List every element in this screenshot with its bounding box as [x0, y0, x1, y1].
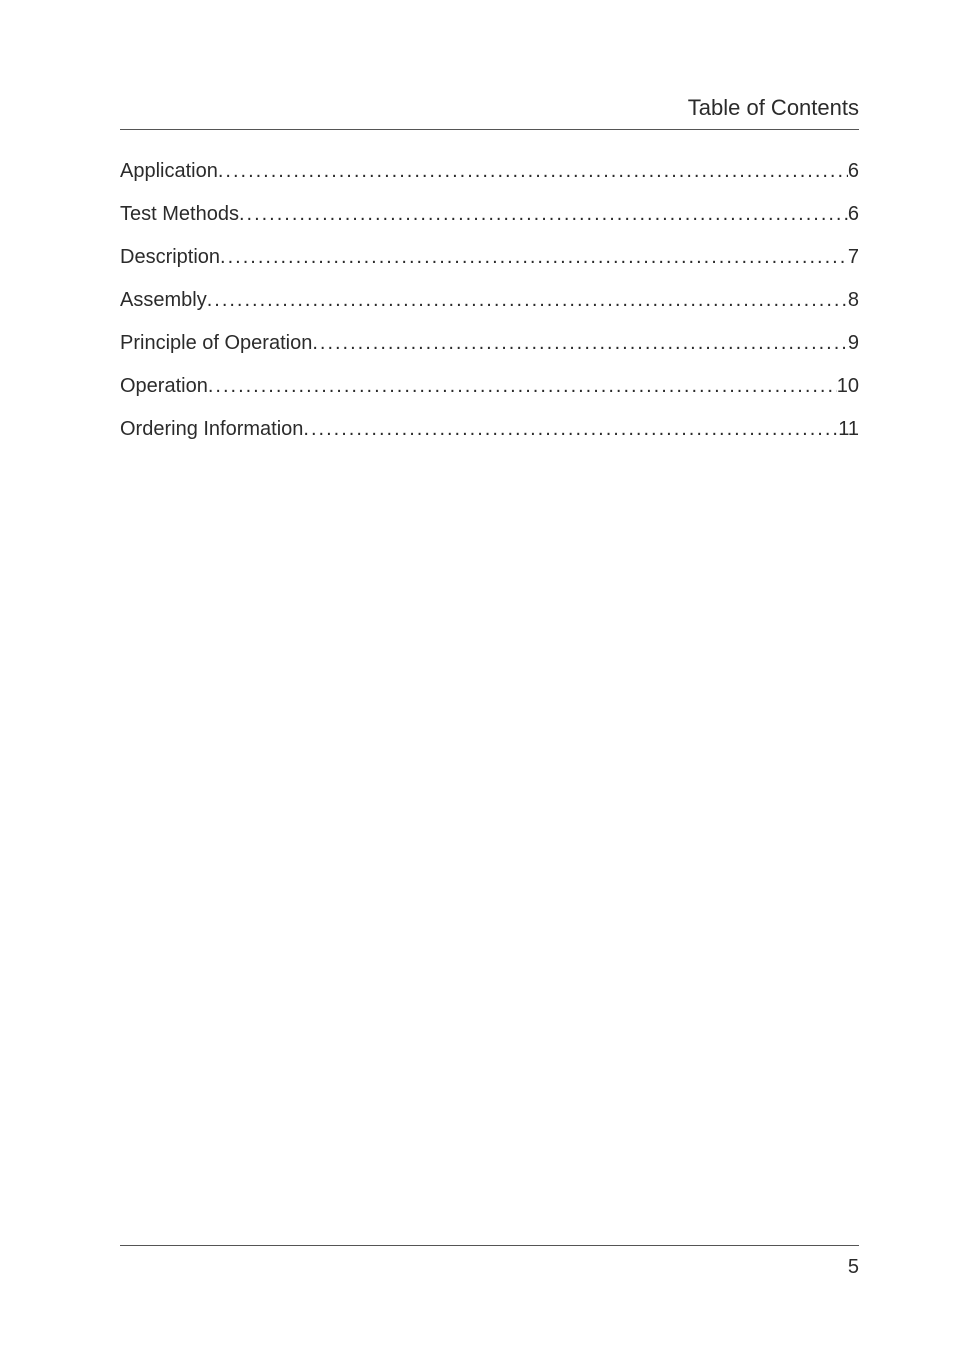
toc-entry-title: Description	[120, 246, 220, 269]
toc-entry-page: 11	[838, 418, 859, 441]
table-of-contents: Application ............................…	[120, 160, 859, 461]
toc-entry-title: Test Methods	[120, 203, 239, 226]
toc-entry-title: Operation	[120, 375, 208, 398]
toc-leader-dots: ........................................…	[239, 203, 848, 226]
page-number: 5	[848, 1256, 859, 1278]
toc-entry[interactable]: Assembly................................…	[120, 289, 859, 312]
toc-entry-page: 8	[848, 289, 859, 312]
toc-entry-page: 6	[848, 203, 859, 226]
toc-entry[interactable]: Ordering Information ...................…	[120, 418, 859, 441]
toc-entry-title: Application	[120, 160, 218, 183]
toc-entry[interactable]: Test Methods............................…	[120, 203, 859, 226]
toc-entry[interactable]: Operation...............................…	[120, 375, 859, 398]
toc-leader-dots: ........................................…	[207, 289, 848, 312]
toc-entry-title: Principle of Operation	[120, 332, 312, 355]
toc-leader-dots: ........................................…	[208, 375, 837, 398]
toc-entry[interactable]: Description ............................…	[120, 246, 859, 269]
page-content: Table of Contents Application ..........…	[120, 95, 859, 1284]
toc-leader-dots: ........................................…	[303, 418, 838, 441]
toc-entry-title: Assembly	[120, 289, 207, 312]
toc-entry-page: 7	[848, 246, 859, 269]
toc-leader-dots: ........................................…	[218, 160, 848, 183]
toc-entry-page: 6	[848, 160, 859, 183]
toc-entry[interactable]: Principle of Operation..................…	[120, 332, 859, 355]
toc-leader-dots: ........................................…	[220, 246, 848, 269]
toc-entry-title: Ordering Information	[120, 418, 303, 441]
toc-leader-dots: ........................................…	[312, 332, 848, 355]
toc-entry[interactable]: Application ............................…	[120, 160, 859, 183]
page-footer: 5	[120, 1245, 859, 1279]
toc-entry-page: 10	[837, 375, 859, 398]
header-title: Table of Contents	[120, 95, 859, 130]
toc-entry-page: 9	[848, 332, 859, 355]
